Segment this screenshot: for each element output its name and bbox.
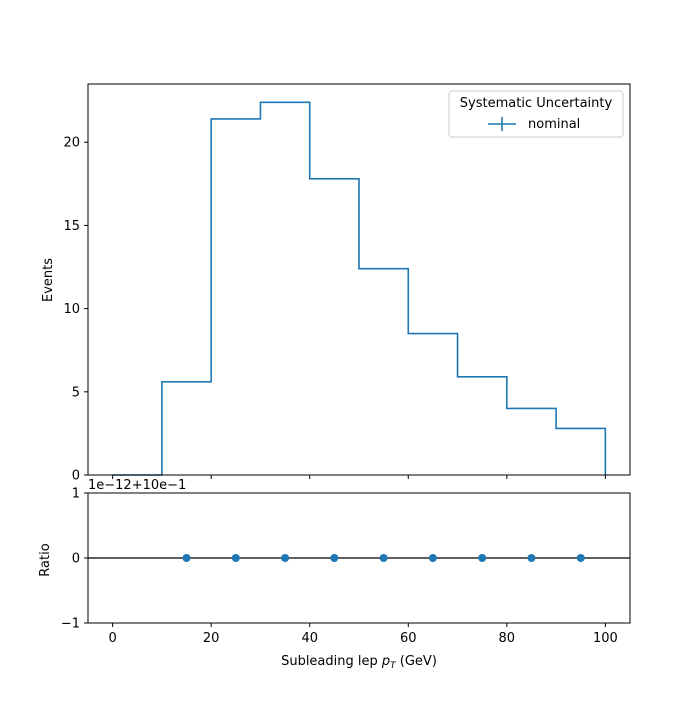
ratio-point	[330, 554, 339, 562]
ratio-offset-text: 1e−12+10e−1	[88, 478, 186, 493]
histogram-y-tick-label: 10	[63, 302, 80, 317]
x-tick-label: 100	[593, 631, 618, 646]
legend-title: Systematic Uncertainty	[460, 96, 613, 111]
ratio-point	[478, 554, 487, 562]
histogram-x-ticks	[112, 475, 606, 479]
x-axis-label-subscript: T	[390, 661, 397, 671]
ratio-point	[576, 554, 585, 562]
ratio-y-ticks: −1 0 1	[61, 487, 88, 632]
histogram-y-tick-label: 15	[63, 219, 80, 234]
ratio-point	[182, 554, 191, 562]
ratio-point	[281, 554, 290, 562]
histogram-y-tick-label: 20	[63, 136, 80, 151]
ratio-x-ticks: 0 20 40 60 80 100	[108, 623, 618, 646]
x-tick-label: 60	[400, 631, 417, 646]
ratio-y-tick-label: −1	[61, 617, 80, 632]
ratio-point	[428, 554, 437, 562]
ratio-y-tick-label: 1	[72, 487, 80, 502]
histogram-series-nominal	[112, 101, 607, 476]
histogram-axes-frame	[87, 83, 631, 476]
legend-box	[448, 90, 624, 138]
x-axis-label-variable: p	[381, 654, 390, 669]
histogram-panel: 0 5 10 15 20 Events Systematic Uncertainty n…	[41, 83, 631, 484]
x-tick-label: 20	[203, 631, 220, 646]
ratio-point	[527, 554, 536, 562]
x-axis-label-prefix: Subleading lep	[281, 654, 382, 669]
histogram-marks	[112, 101, 607, 476]
ratio-point	[379, 554, 388, 562]
histogram-y-tick-label: 0	[72, 469, 80, 484]
x-axis-label: Subleading lep pT (GeV)	[281, 654, 437, 671]
x-tick-label: 80	[499, 631, 516, 646]
ratio-panel: −101 0 20 40 60 80 100 1e−12+10e−1 Ratio Subl…	[38, 478, 631, 671]
x-axis-label-suffix: (GeV)	[396, 654, 437, 669]
ratio-point	[231, 554, 240, 562]
x-tick-label: 0	[108, 631, 116, 646]
legend: Systematic Uncertainty nominal	[448, 90, 624, 138]
x-tick-label: 40	[301, 631, 318, 646]
histogram-y-axis-label: Events	[41, 258, 56, 302]
ratio-y-axis-label: Ratio	[38, 543, 53, 576]
histogram-y-tick-label: 5	[72, 385, 80, 400]
ratio-y-tick-label: 0	[72, 552, 80, 567]
histogram-y-ticks: 0 5 10 15 20	[63, 136, 88, 484]
ratio-marks	[182, 554, 585, 562]
legend-entry-nominal: nominal	[528, 117, 580, 132]
